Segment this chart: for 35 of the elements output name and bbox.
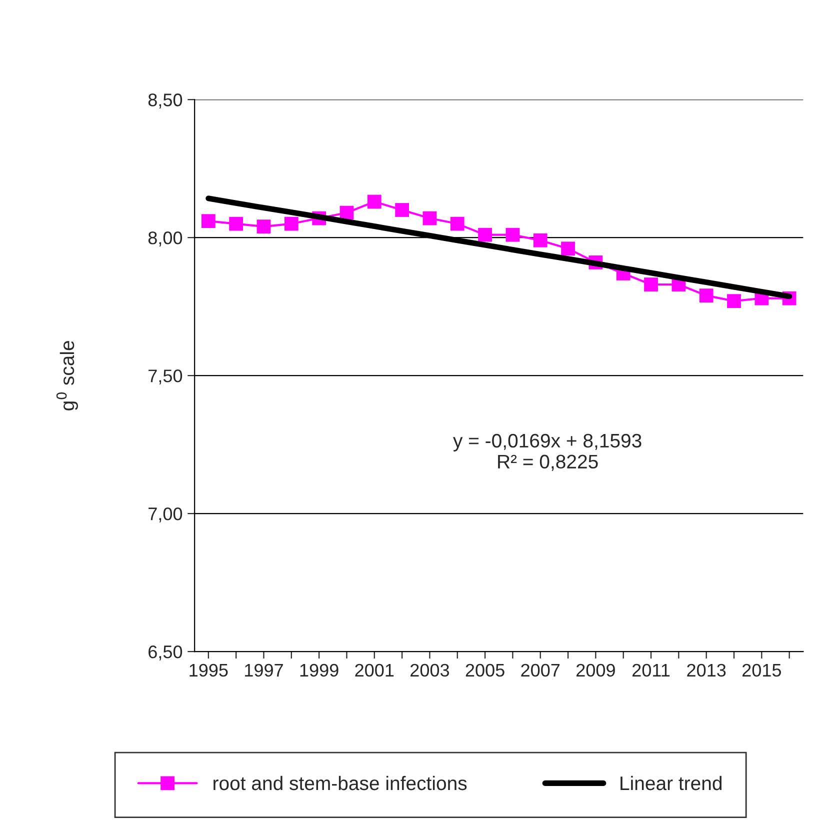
annotation: y = -0,0169x + 8,1593 R² = 0,8225 [453, 434, 642, 471]
y-axis-title: g$^{0}$ scale [56, 341, 78, 410]
x-tick-label: 1995 [190, 664, 228, 677]
x-tick-label: 2013 [687, 664, 726, 677]
x-tick-label: 1997 [245, 664, 283, 677]
point [561, 242, 575, 256]
x-tick-label: 1999 [300, 664, 338, 677]
point [284, 216, 298, 231]
point [395, 203, 409, 217]
y-tick-label: 7,00 [148, 507, 182, 522]
y-tick-label: 8,00 [148, 232, 182, 246]
legend-label: Linear trend [620, 776, 722, 790]
point [727, 294, 741, 308]
point [229, 216, 244, 231]
y-tick-label: 6,50 [148, 645, 182, 660]
x-tick-label: 2001 [355, 664, 394, 677]
y-tick-label: 7,50 [148, 370, 182, 384]
point [699, 288, 714, 302]
point [506, 228, 520, 242]
point [422, 211, 437, 226]
point [478, 228, 492, 242]
y-tick-label: 8,50 [148, 94, 182, 108]
legend-label: root and stem-base infections [214, 776, 467, 790]
point [367, 194, 382, 209]
point [256, 220, 271, 234]
x-tick-label: 2007 [521, 664, 560, 677]
x-tick-label: 2015 [742, 664, 781, 677]
point [201, 214, 216, 228]
point [450, 216, 464, 231]
x-tick-label: 2005 [466, 664, 504, 677]
x-tick-label: 2011 [632, 664, 670, 677]
point [533, 233, 548, 248]
point [644, 278, 658, 292]
x-tick-label: 2009 [576, 664, 615, 677]
x-tick-label: 2003 [410, 664, 450, 677]
